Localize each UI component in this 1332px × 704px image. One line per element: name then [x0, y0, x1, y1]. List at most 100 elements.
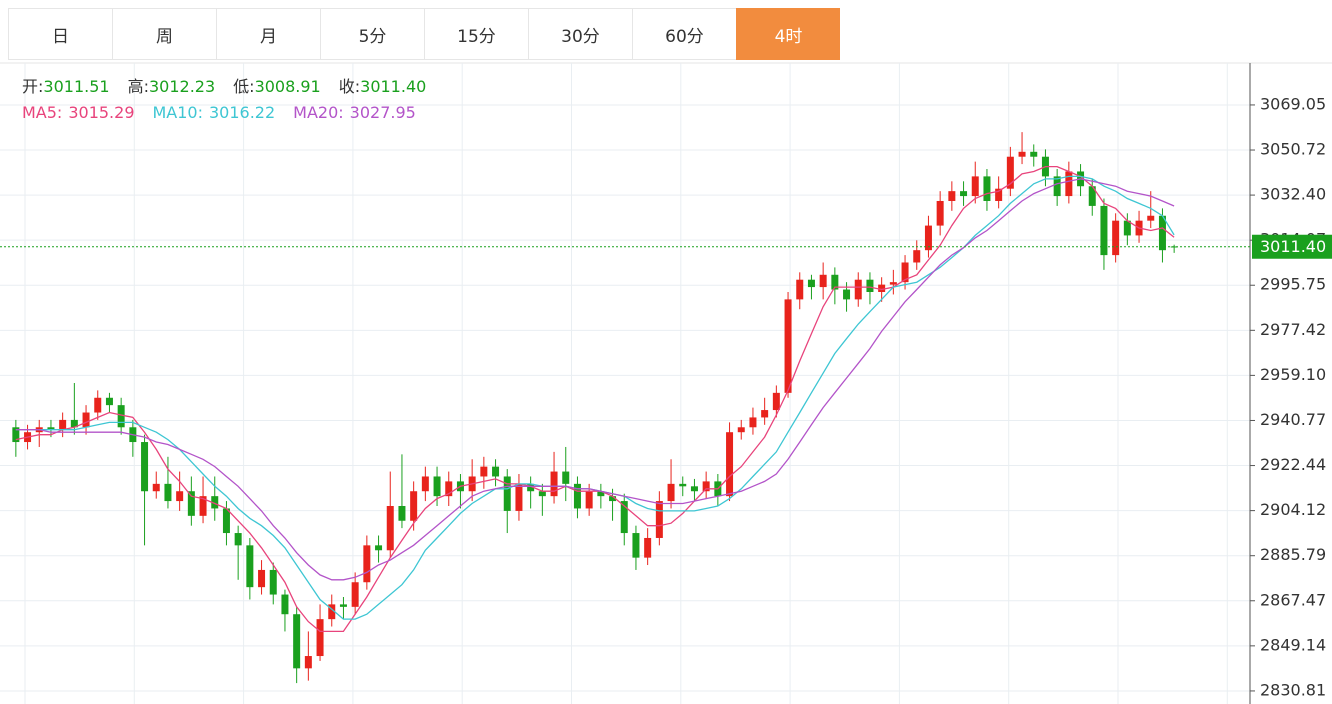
candle-body	[702, 481, 710, 492]
current-price-tag	[1252, 234, 1332, 259]
y-tick-label: 2830.81	[1260, 680, 1326, 699]
candle-body	[351, 582, 359, 607]
candle-body	[1158, 215, 1166, 251]
candle-body	[609, 496, 617, 502]
candle-body	[562, 471, 570, 484]
candle-body	[831, 274, 839, 290]
period-tab[interactable]: 4时	[736, 8, 840, 60]
y-tick-label: 2959.10	[1260, 365, 1326, 384]
candle-body	[1065, 171, 1073, 197]
candle-body	[1018, 151, 1026, 157]
candle-body	[749, 417, 757, 428]
candle-body	[1170, 246, 1178, 248]
candle-body	[386, 505, 394, 551]
period-tab[interactable]: 60分	[632, 8, 736, 60]
candle-body	[445, 481, 453, 497]
candle-body	[304, 656, 312, 669]
candle-body	[854, 279, 862, 300]
candle-body	[234, 533, 242, 546]
legend-name: MA10:	[153, 103, 204, 122]
candle-body	[924, 225, 932, 251]
candle-body	[936, 200, 944, 226]
candle-body	[1100, 205, 1108, 256]
candle-body	[94, 397, 102, 413]
candle-body	[983, 176, 991, 201]
candle-body	[293, 614, 301, 669]
candle-body	[843, 289, 851, 300]
legend-value: 3016.22	[209, 103, 275, 122]
period-tab[interactable]: 周	[112, 8, 216, 60]
candle-body	[866, 279, 874, 292]
candle-body	[363, 545, 371, 583]
legend-value: 3027.95	[350, 103, 416, 122]
candle-body	[632, 533, 640, 558]
candle-body	[679, 483, 687, 487]
candle-body	[644, 537, 652, 558]
candle-body	[737, 427, 745, 433]
ohlc-label: 收:	[339, 77, 360, 96]
candle-body	[807, 279, 815, 288]
candle-body	[211, 496, 219, 509]
candle-body	[538, 491, 546, 497]
candle-body	[878, 284, 886, 292]
ohlc-value: 3011.40	[360, 77, 426, 96]
period-tab[interactable]: 日	[8, 8, 112, 60]
y-tick-label: 2977.42	[1260, 320, 1326, 339]
y-tick-label: 3069.05	[1260, 94, 1326, 113]
ohlc-value: 3008.91	[255, 77, 321, 96]
ohlc-info: 开:3011.51 高:3012.23 低:3008.91 收:3011.40	[22, 77, 426, 96]
candle-body	[726, 432, 734, 497]
candle-body	[761, 410, 769, 418]
candle-body	[328, 604, 336, 620]
candle-body	[82, 412, 90, 428]
candle-body	[971, 176, 979, 197]
y-tick-label: 2940.77	[1260, 410, 1326, 429]
y-tick-label: 2995.75	[1260, 275, 1326, 294]
candle-body	[889, 282, 897, 285]
candle-body	[492, 466, 500, 477]
candle-body	[187, 491, 195, 516]
candle-body	[550, 471, 558, 497]
candle-body	[47, 427, 55, 430]
candle-body	[176, 491, 184, 502]
ma-line	[15, 175, 1175, 620]
candle-body	[948, 191, 956, 201]
candle-body	[433, 476, 441, 497]
candle-body	[12, 427, 20, 443]
ohlc-label: 高:	[128, 77, 149, 96]
candle-body	[995, 188, 1003, 201]
candle-body	[1053, 176, 1061, 197]
ohlc-value: 3011.51	[43, 77, 109, 96]
y-tick-label: 2867.47	[1260, 590, 1326, 609]
period-tab[interactable]: 30分	[528, 8, 632, 60]
candle-body	[597, 491, 605, 497]
legend-name: MA20:	[293, 103, 344, 122]
period-tab[interactable]: 5分	[320, 8, 424, 60]
period-tab[interactable]: 月	[216, 8, 320, 60]
period-tab[interactable]: 15分	[424, 8, 528, 60]
candle-body	[585, 491, 593, 509]
candle-body	[772, 392, 780, 411]
candle-body	[1147, 215, 1155, 221]
candle-body	[246, 545, 254, 588]
ohlc-value: 3012.23	[149, 77, 215, 96]
candle-body	[515, 483, 523, 511]
candle-body	[199, 496, 207, 516]
y-tick-label: 3050.72	[1260, 140, 1326, 159]
candle-body	[59, 419, 67, 430]
current-price-label: 3011.40	[1260, 237, 1326, 256]
candle-body	[1088, 186, 1096, 206]
candle-body	[269, 569, 277, 595]
candle-body	[913, 250, 921, 263]
ma-line	[15, 178, 1175, 581]
candle-body	[1006, 156, 1014, 189]
candle-body	[1030, 151, 1038, 157]
candle-body	[655, 501, 663, 538]
candle-body	[573, 483, 581, 509]
legend-value: 3015.29	[68, 103, 134, 122]
candle-body	[398, 505, 406, 521]
candle-body	[1112, 220, 1120, 256]
candle-body	[901, 262, 909, 283]
candle-body	[527, 483, 535, 492]
